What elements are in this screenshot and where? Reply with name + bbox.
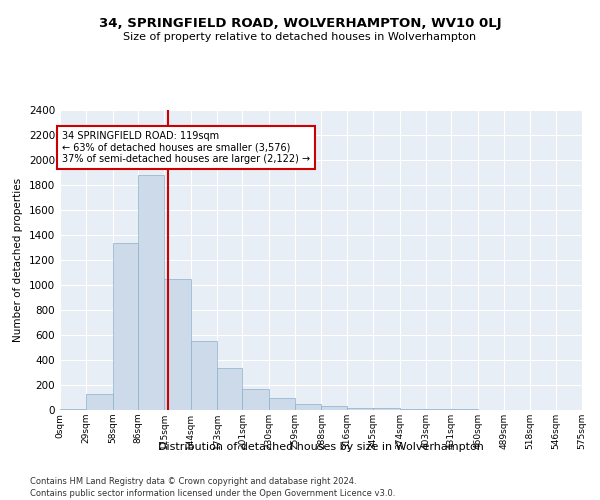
Bar	[347, 408, 373, 410]
Bar	[113, 242, 138, 410]
Text: Size of property relative to detached houses in Wolverhampton: Size of property relative to detached ho…	[124, 32, 476, 42]
Bar	[86, 394, 113, 410]
Y-axis label: Number of detached properties: Number of detached properties	[13, 178, 23, 342]
Bar	[400, 409, 426, 410]
Text: Contains HM Land Registry data © Crown copyright and database right 2024.: Contains HM Land Registry data © Crown c…	[30, 478, 356, 486]
Bar	[138, 175, 164, 410]
Bar	[164, 279, 191, 410]
Bar	[60, 409, 86, 410]
Bar	[322, 406, 347, 410]
Bar	[295, 404, 322, 410]
Bar	[217, 368, 242, 410]
Bar	[373, 408, 400, 410]
Text: 34, SPRINGFIELD ROAD, WOLVERHAMPTON, WV10 0LJ: 34, SPRINGFIELD ROAD, WOLVERHAMPTON, WV1…	[98, 18, 502, 30]
Text: Contains public sector information licensed under the Open Government Licence v3: Contains public sector information licen…	[30, 489, 395, 498]
Text: Distribution of detached houses by size in Wolverhampton: Distribution of detached houses by size …	[158, 442, 484, 452]
Bar	[269, 398, 295, 410]
Bar	[191, 341, 217, 410]
Bar	[242, 389, 269, 410]
Text: 34 SPRINGFIELD ROAD: 119sqm
← 63% of detached houses are smaller (3,576)
37% of : 34 SPRINGFIELD ROAD: 119sqm ← 63% of det…	[62, 131, 310, 164]
